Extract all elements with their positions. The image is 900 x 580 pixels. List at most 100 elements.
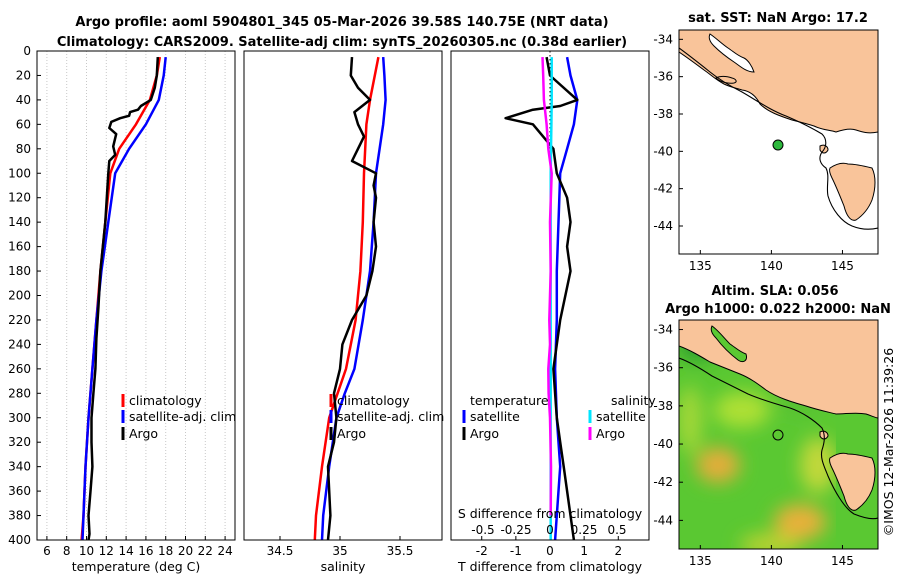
salinity-tick-label: 35 [332,544,347,558]
sla-map-lat-ticks: -34 -36 -38 -40 -42 -44 [653,323,683,527]
temperature-plot-area [37,51,235,540]
legend-argo-label: Argo [337,426,366,441]
lon-tick-label: 140 [760,554,783,568]
s-tick-label: -0.5 [471,523,494,537]
temperature-grid [46,51,226,540]
legend-t-argo-label: Argo [470,426,499,441]
temperature-tick-label: 16 [138,544,153,558]
lat-tick-label: -42 [653,182,673,196]
temperature-axis-ticks: 6 8 10 12 14 16 18 20 22 24 [43,536,233,558]
s-difference-label: S difference from climatology [458,506,643,521]
s-tick-label: 0.25 [571,523,598,537]
sla-map-lon-ticks: 135 140 145 [689,545,854,568]
t-difference-tick-label: 0 [546,544,554,558]
sla-map-title-line1: Altim. SLA: 0.056 [712,284,839,299]
sla-mid-blob [740,533,800,549]
legend-t-satellite-label: satellite [470,409,520,424]
argo-float-marker [772,429,784,441]
temperature-tick-label: 14 [118,544,133,558]
shelf-contour [679,357,878,520]
temperature-series [80,56,167,540]
depth-tick-label: 180 [8,264,31,278]
salinity-xlabel: salinity [321,559,366,574]
legend-satellite-label: satellite-adj. clim [129,409,236,424]
gulf-outline [708,33,755,73]
depth-tick-label: 40 [16,93,31,107]
lon-tick-label: 140 [760,259,783,273]
gulf-outline [710,325,747,363]
tasmania [829,452,876,511]
lat-tick-label: -38 [653,107,673,121]
temperature-tick-label: 6 [43,544,51,558]
t-difference-axis-ticks: -2 -1 0 1 2 [476,536,622,558]
depth-tick-label: 280 [8,386,31,400]
t-difference-tick-label: 2 [614,544,622,558]
legend-temperature-title: temperature [470,393,549,408]
lat-tick-label: -36 [653,361,673,375]
temperature-tick-label: 20 [178,544,193,558]
profile-title-line2: Climatology: CARS2009. Satellite-adj cli… [57,35,627,50]
difference-frame [450,50,650,541]
sla-high-blob [696,447,740,483]
temperature-tick-label: 18 [158,544,173,558]
depth-tick-label: 200 [8,289,31,303]
lat-tick-label: -40 [653,144,673,158]
salinity-panel: 34.5 35 35.5 salinity climatology satellit… [243,50,444,574]
lat-tick-label: -36 [653,70,673,84]
temperature-tick-label: 10 [79,544,94,558]
legend-climatology-label: climatology [129,393,202,408]
salinity-axis-ticks: 34.5 35 35.5 [267,536,413,558]
lat-tick-label: -42 [653,475,673,489]
series-argo [87,57,160,540]
depth-tick-label: 20 [16,68,31,82]
series-satellite-adj-clim [81,56,167,540]
salinity-frame [243,50,443,541]
series-argo [326,57,378,540]
legend-climatology-label: climatology [337,393,410,408]
sst-map-title: sat. SST: NaN Argo: 17.2 [688,11,868,26]
depth-tick-label: 360 [8,484,31,498]
depth-tick-label: 320 [8,435,31,449]
argo-float-marker [772,139,784,151]
temperature-tick-label: 8 [63,544,71,558]
depth-tick-label: 60 [16,117,31,131]
legend-argo-label: Argo [129,426,158,441]
depth-tick-label: 260 [8,362,31,376]
sst-map-lat-ticks: -34 -36 -38 -40 -42 -44 [653,32,683,233]
sst-map-land [679,30,878,230]
salinity-tick-label: 34.5 [267,544,294,558]
lon-tick-label: 135 [689,259,712,273]
depth-tick-label: 0 [23,44,31,58]
temperature-frame [36,50,236,541]
series-temperature-satellite [553,56,579,540]
t-difference-tick-label: 1 [580,544,588,558]
difference-panel: -2 -1 0 1 2 T difference from climatology S … [450,50,656,574]
lat-tick-label: -34 [653,32,673,46]
sla-map-title-line2: Argo h1000: 0.022 h2000: NaN [665,302,891,317]
temperature-tick-label: 24 [217,544,232,558]
sla-map: Altim. SLA: 0.056 Argo h1000: 0.022 h200… [653,284,890,568]
salinity-plot-area [244,51,442,540]
lon-tick-label: 145 [831,259,854,273]
depth-tick-label: 380 [8,509,31,523]
legend-salinity-title: salinity [611,393,656,408]
depth-tick-label: 220 [8,313,31,327]
sla-mid-blob [679,386,702,454]
depth-tick-label: 300 [8,411,31,425]
depth-axis-ticks: 0 20 40 60 80 100 120 140 160 180 200 220 240 260 280 3… [8,44,41,547]
depth-tick-label: 120 [8,191,31,205]
sla-mid-blob [800,437,836,493]
salinity-legend: climatology satellite-adj. clim Argo [329,393,444,441]
tasmania [829,162,876,221]
t-difference-tick-label: -1 [510,544,522,558]
shelf-contour [679,47,878,230]
sst-map-frame [678,29,879,255]
salinity-series [313,56,387,540]
lat-tick-label: -38 [653,399,673,413]
s-tick-label: 0 [546,523,554,537]
depth-tick-label: 100 [8,166,31,180]
t-difference-xlabel: T difference from climatology [457,559,643,574]
lat-tick-label: -44 [653,513,673,527]
t-difference-tick-label: -2 [476,544,488,558]
